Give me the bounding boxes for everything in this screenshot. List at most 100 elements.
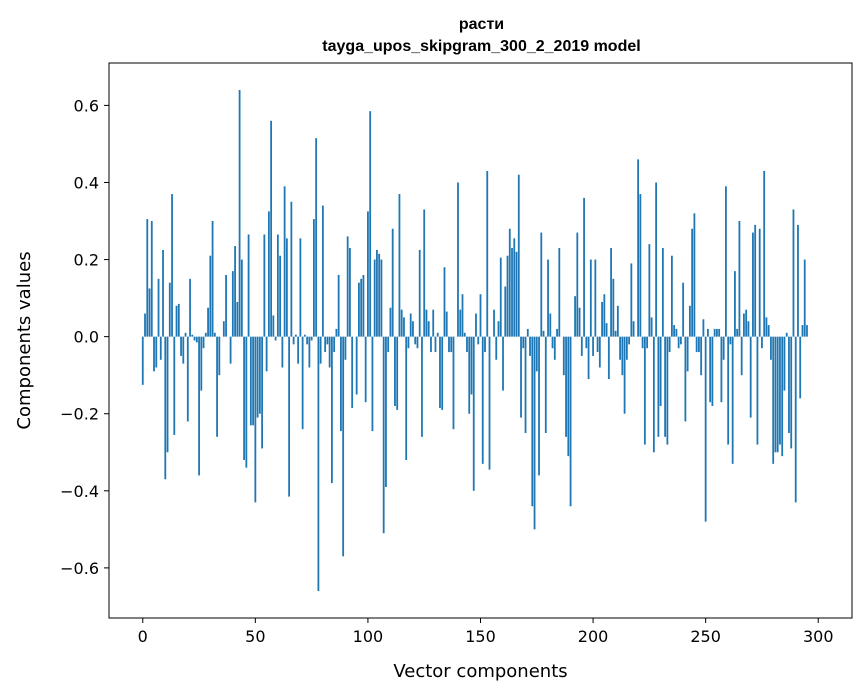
bar	[303, 334, 306, 337]
bar	[558, 248, 561, 337]
bar	[736, 328, 739, 337]
bar	[342, 336, 345, 557]
bar	[360, 278, 363, 337]
bar	[351, 336, 354, 408]
bar	[522, 336, 525, 349]
bar	[155, 336, 158, 368]
bar	[792, 209, 795, 337]
bar	[508, 228, 511, 337]
bar	[655, 182, 658, 337]
bar	[290, 201, 293, 337]
bar	[180, 336, 182, 356]
bar	[308, 336, 311, 368]
bar	[794, 336, 797, 503]
bar	[776, 336, 779, 453]
bar	[258, 336, 261, 414]
bar	[513, 238, 516, 337]
bar	[749, 336, 752, 418]
bar	[607, 336, 610, 380]
bar	[754, 224, 757, 337]
bar	[263, 234, 266, 337]
bar	[288, 336, 291, 497]
bar	[371, 336, 374, 432]
bar	[162, 249, 164, 337]
bar	[657, 336, 660, 437]
bar	[628, 336, 630, 345]
bar	[272, 315, 275, 337]
bar	[641, 336, 644, 349]
bar	[312, 219, 315, 337]
bar	[745, 309, 748, 337]
bar	[337, 274, 340, 337]
bar	[195, 336, 198, 343]
bar	[684, 336, 687, 422]
bar	[652, 336, 655, 453]
bar	[612, 278, 615, 337]
bar	[297, 336, 300, 364]
bar	[189, 278, 191, 337]
bar	[425, 309, 428, 337]
bar	[240, 259, 243, 337]
bar	[664, 336, 667, 437]
bar	[193, 336, 196, 341]
bar	[709, 336, 712, 403]
bar	[504, 286, 507, 337]
bar	[727, 336, 730, 445]
bar	[292, 336, 295, 345]
bar	[344, 336, 347, 360]
bar	[276, 234, 279, 337]
bar	[803, 259, 806, 337]
bar	[355, 336, 358, 395]
bar	[423, 209, 426, 337]
bar	[603, 294, 606, 337]
bar	[648, 244, 651, 337]
chart-subtitle: tayga_upos_skipgram_300_2_2019 model	[322, 38, 640, 55]
bar	[675, 328, 678, 337]
bar	[781, 336, 784, 457]
bar	[324, 336, 327, 353]
bar	[758, 228, 761, 337]
bar	[159, 336, 162, 360]
bar	[457, 182, 459, 337]
bar	[265, 336, 268, 372]
bar	[637, 159, 640, 337]
bar	[200, 336, 203, 391]
bar	[222, 321, 225, 337]
bar	[659, 336, 662, 407]
bar	[387, 336, 390, 353]
bar	[349, 248, 351, 337]
bar	[432, 309, 435, 337]
bar	[400, 309, 403, 337]
bar	[711, 336, 714, 407]
bar	[481, 336, 484, 464]
bar	[691, 228, 694, 337]
y-axis-label: Components values	[14, 251, 35, 429]
y-tick-label: −0.4	[60, 482, 99, 501]
bar	[285, 238, 288, 337]
bar	[677, 336, 680, 349]
bar	[639, 194, 642, 337]
bar	[175, 305, 178, 337]
bar	[328, 336, 331, 368]
bar	[670, 255, 673, 337]
bar	[398, 194, 401, 337]
bar	[621, 336, 624, 376]
bar	[245, 336, 248, 468]
bar	[148, 288, 151, 337]
bar	[601, 301, 603, 337]
bar	[321, 205, 324, 337]
x-tick-label: 0	[138, 627, 148, 646]
bar	[679, 336, 682, 345]
bar	[661, 248, 664, 337]
bar	[502, 336, 504, 391]
bar	[761, 336, 763, 349]
bar	[218, 336, 221, 376]
bar	[542, 330, 545, 337]
bar	[788, 336, 790, 433]
bar	[470, 336, 473, 395]
bar	[790, 336, 793, 449]
bar	[247, 234, 250, 337]
bar	[225, 274, 227, 337]
bar	[182, 336, 185, 364]
bar	[249, 336, 252, 426]
